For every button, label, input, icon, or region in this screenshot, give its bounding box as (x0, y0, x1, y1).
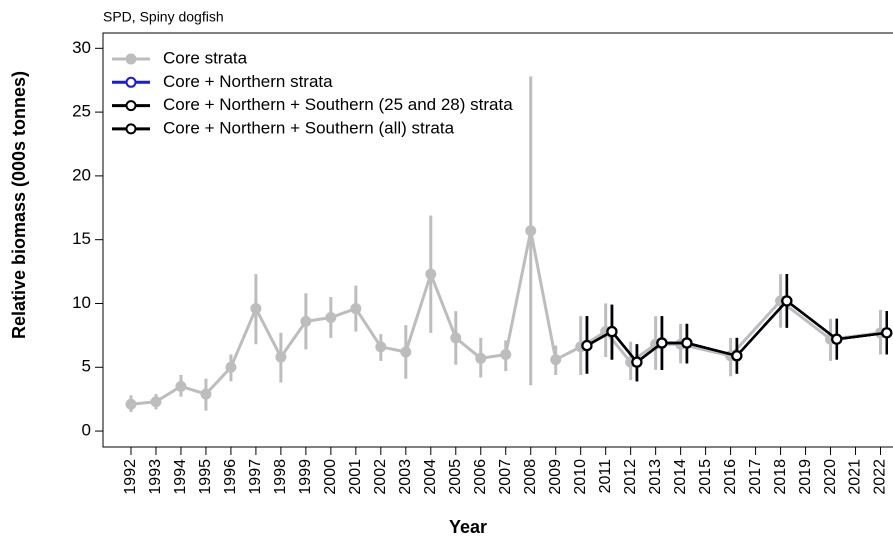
point (681, 337, 693, 349)
point (475, 352, 487, 364)
point (275, 351, 287, 363)
point (250, 303, 262, 315)
x-tick-label: 2008 (522, 459, 539, 495)
y-tick-label: 5 (82, 357, 91, 376)
point (606, 325, 618, 338)
x-tick-label: 2014 (672, 459, 689, 495)
point (656, 337, 668, 349)
x-tick-label: 2005 (447, 459, 464, 495)
x-tick-label: 1994 (172, 459, 189, 495)
point (425, 268, 437, 280)
x-axis-label: Year (449, 517, 487, 537)
y-axis-label: Relative biomass (000s tonnes) (9, 71, 29, 339)
y-tick-label: 15 (72, 229, 91, 248)
point (225, 361, 237, 373)
legend-marker (125, 76, 137, 88)
point (125, 398, 137, 410)
x-tick-label: 2016 (722, 459, 739, 495)
series-line (130, 230, 881, 406)
x-tick-label: 1993 (147, 459, 164, 495)
legend-label: Core + Northern + Southern (25 and 28) s… (163, 95, 513, 114)
point (731, 350, 743, 362)
x-tick-label: 1995 (197, 459, 214, 495)
y-tick-label: 10 (72, 293, 91, 312)
point (781, 295, 793, 307)
legend-label: Core + Northern + Southern (all) strata (163, 118, 455, 137)
point (581, 339, 593, 352)
x-tick-label: 2003 (397, 459, 414, 495)
legend-label: Core + Northern strata (163, 72, 333, 91)
x-tick-label: 2011 (597, 459, 614, 494)
legend-marker (125, 123, 137, 135)
x-tick-label: 2000 (322, 459, 339, 495)
point (175, 380, 187, 392)
x-tick-label: 2002 (372, 459, 389, 495)
x-tick-label: 2013 (647, 459, 664, 495)
point (375, 341, 387, 353)
y-tick-label: 20 (72, 165, 91, 184)
x-tick-label: 2020 (822, 459, 839, 495)
x-tick-label: 2018 (772, 459, 789, 495)
point (325, 312, 337, 324)
legend-label: Core strata (163, 48, 248, 67)
point (881, 327, 893, 339)
x-tick-label: 2017 (747, 459, 764, 495)
point (831, 333, 843, 345)
point (300, 315, 312, 327)
x-tick-label: 2007 (497, 459, 514, 495)
x-tick-label: 2001 (347, 459, 364, 495)
point (525, 225, 537, 237)
x-tick-label: 1996 (222, 459, 239, 495)
y-tick-label: 0 (82, 421, 91, 440)
x-tick-label: 2010 (572, 459, 589, 495)
legend-marker (125, 100, 137, 112)
point (500, 349, 512, 361)
x-tick-label: 2015 (697, 459, 714, 495)
x-tick-label: 2021 (847, 459, 864, 495)
x-tick-label: 1992 (122, 459, 139, 495)
x-tick-label: 2019 (797, 459, 814, 495)
chart-title: SPD, Spiny dogfish (103, 9, 224, 25)
x-tick-label: 2022 (872, 459, 889, 495)
y-tick-label: 30 (72, 38, 91, 57)
legend-marker (125, 53, 137, 65)
x-tick-label: 2006 (472, 459, 489, 495)
point (350, 303, 362, 315)
point (400, 346, 412, 358)
point (450, 332, 462, 344)
x-tick-label: 1999 (297, 459, 314, 495)
point (631, 356, 643, 368)
point (550, 354, 562, 366)
point (200, 388, 212, 400)
x-tick-label: 2012 (622, 459, 639, 495)
x-tick-label: 1997 (247, 459, 264, 495)
x-tick-label: 2009 (547, 459, 564, 495)
x-tick-label: 1998 (272, 459, 289, 495)
y-tick-label: 25 (72, 102, 91, 121)
x-tick-label: 2004 (422, 459, 439, 495)
point (150, 396, 162, 408)
